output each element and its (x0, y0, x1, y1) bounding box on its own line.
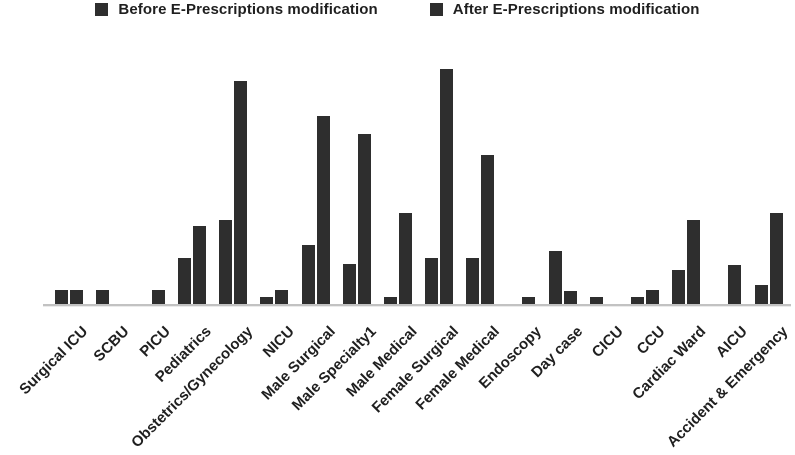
bar (398, 213, 412, 304)
x-axis-label: NICU (259, 323, 298, 361)
bar-group (130, 60, 171, 304)
x-axis-label: CICU (588, 323, 627, 361)
bar (563, 291, 577, 304)
x-axis-label-cell: Accident & Emergency (664, 307, 792, 455)
legend-label-after: After E-Prescriptions modification (452, 1, 700, 18)
bar (645, 290, 659, 304)
bar-group (377, 60, 418, 304)
bar (589, 297, 603, 304)
bar (672, 270, 686, 304)
bar (178, 258, 192, 304)
bar (151, 290, 165, 304)
x-axis-label-cell: Surgical ICU (17, 307, 92, 455)
bar-group (707, 60, 748, 304)
bar (440, 69, 454, 304)
x-axis-line (43, 304, 791, 306)
bar-group (501, 60, 542, 304)
bar-group (624, 60, 665, 304)
bar (69, 290, 83, 304)
bar (219, 220, 233, 304)
x-axis-label-cell: Endoscopy (475, 307, 544, 455)
bar-group (583, 60, 624, 304)
x-axis-labels: Surgical ICU SCBU PICU Pediatrics Obstetrics… (17, 307, 792, 455)
legend-label-before: Before E-Prescriptions modification (118, 1, 378, 18)
bar-group (336, 60, 377, 304)
bar (425, 258, 439, 304)
bar-group (213, 60, 254, 304)
bar (687, 220, 701, 304)
bar-group (254, 60, 295, 304)
chart-legend: Before E-Prescriptions modification Afte… (0, 1, 795, 18)
bar (728, 265, 742, 304)
x-axis-label-cell: SCBU (89, 307, 133, 455)
x-axis-label: CCU (633, 323, 669, 359)
x-axis-label-cell: CICU (583, 307, 627, 455)
bar-group (172, 60, 213, 304)
legend-swatch-after-icon (429, 3, 443, 16)
bar-group (748, 60, 789, 304)
bar (316, 116, 330, 304)
bar-group (295, 60, 336, 304)
bar (466, 258, 480, 304)
bar (193, 226, 207, 304)
bar (769, 213, 783, 304)
bar-group (460, 60, 501, 304)
bar-group (666, 60, 707, 304)
bar (522, 297, 536, 304)
bar (342, 264, 356, 304)
x-axis-label: Surgical ICU (16, 323, 92, 399)
bar (630, 297, 644, 304)
plot-area: Surgical ICU SCBU PICU Pediatrics Obstetrics… (17, 60, 792, 455)
legend-swatch-before-icon (95, 3, 109, 16)
x-axis-label: PICU (136, 323, 174, 361)
bar (548, 251, 562, 304)
bar (54, 290, 68, 304)
legend-item-after: After E-Prescriptions modification (429, 1, 700, 18)
x-axis-label: SCBU (90, 323, 133, 366)
bar-group (89, 60, 130, 304)
bar-group (419, 60, 460, 304)
bar (301, 245, 315, 304)
bar (357, 134, 371, 304)
bar (260, 297, 274, 304)
bar (481, 155, 495, 304)
bar (754, 285, 768, 304)
x-axis-label-cell: Day case (528, 307, 586, 455)
legend-item-before: Before E-Prescriptions modification (95, 1, 378, 18)
bar (383, 297, 397, 304)
bar (275, 290, 289, 304)
x-axis-label-cell: Obstetrics/Gynecology (128, 307, 256, 455)
x-axis-label: AICU (712, 323, 751, 361)
bar (234, 81, 248, 304)
bar-group (48, 60, 89, 304)
bar-group (542, 60, 583, 304)
bar (95, 290, 109, 304)
bars-container (48, 60, 789, 304)
